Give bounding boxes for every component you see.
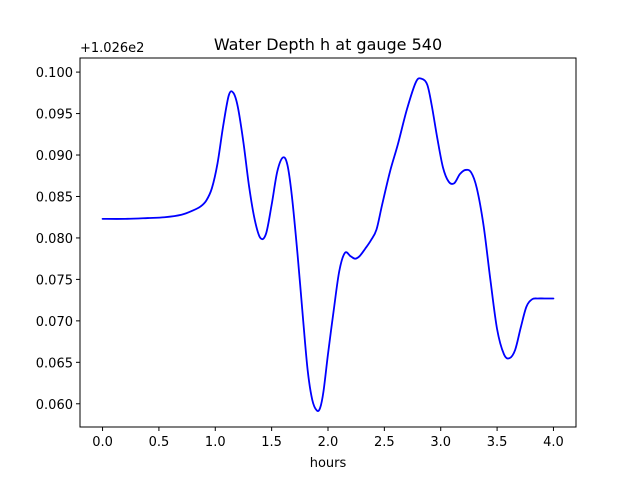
- y-tick-label: 0.080: [36, 232, 73, 247]
- x-axis-label: hours: [310, 456, 347, 471]
- x-tick-label: 0.0: [92, 435, 113, 450]
- plot-series: [101, 77, 555, 412]
- y-tick-label: 0.100: [36, 66, 73, 81]
- x-tick-label: 2.0: [318, 435, 339, 450]
- y-tick-label: 0.060: [36, 398, 73, 413]
- plot-area-frame: [79, 57, 577, 428]
- y-axis-offset-label: +1.026e2: [80, 41, 144, 56]
- y-tick-label: 0.095: [36, 108, 73, 123]
- y-tick-label: 0.065: [36, 356, 73, 371]
- x-tick-label: 3.0: [430, 435, 451, 450]
- axis-ticks: 0.0 0.5 1.0 1.5 2.0 2.5 3.0 3.5 4.0 0.060 0.065 0.0…: [36, 66, 564, 450]
- y-tick-label: 0.070: [36, 315, 73, 330]
- x-tick-label: 1.0: [205, 435, 226, 450]
- series-line-0: [101, 77, 555, 412]
- x-tick-label: 3.5: [487, 435, 508, 450]
- x-tick-label: 2.5: [374, 435, 395, 450]
- chart-title: Water Depth h at gauge 540: [214, 35, 442, 54]
- x-tick-label: 1.5: [261, 435, 282, 450]
- y-tick-label: 0.085: [36, 190, 73, 205]
- y-tick-label: 0.090: [36, 149, 73, 164]
- x-tick-label: 4.0: [543, 435, 564, 450]
- y-tick-label: 0.075: [36, 273, 73, 288]
- x-tick-label: 0.5: [149, 435, 170, 450]
